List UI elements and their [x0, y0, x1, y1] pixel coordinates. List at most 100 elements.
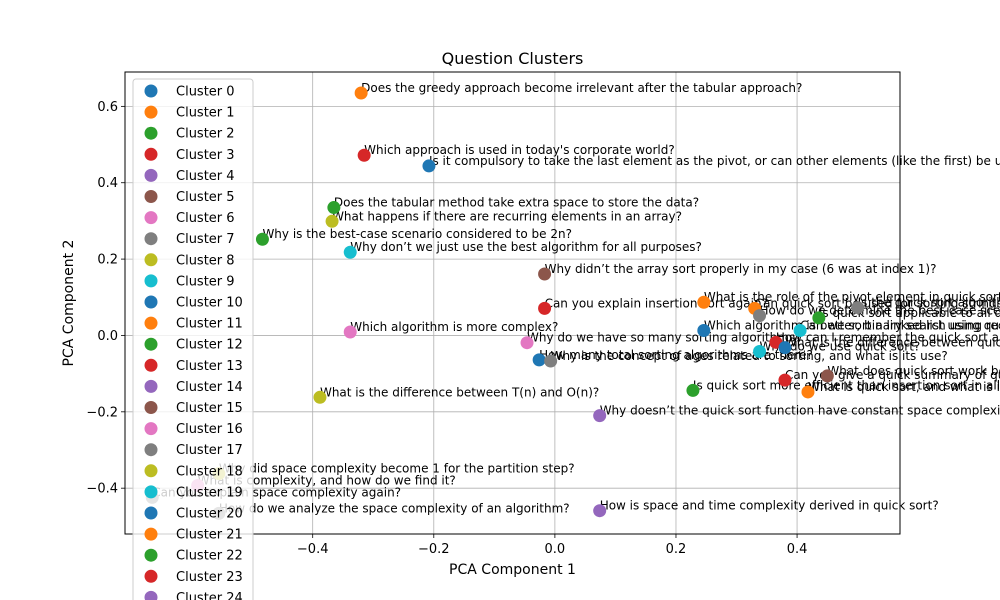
data-point — [357, 148, 371, 162]
data-point — [753, 309, 767, 323]
point-annotation: Can you explain insertion sort again? — [545, 296, 768, 310]
data-point — [354, 86, 368, 100]
point-annotation: Is quick sort applicable to all data? — [819, 306, 1000, 320]
legend-label: Cluster 10 — [176, 296, 243, 311]
legend-marker — [144, 105, 158, 119]
legend-box — [132, 78, 254, 600]
data-point — [532, 353, 546, 367]
data-point — [255, 232, 269, 246]
legend-label: Cluster 17 — [176, 443, 243, 458]
point-annotation: Is the quick sort algorithm stable? — [858, 296, 1000, 310]
point-annotation: How many total sorting algorithms are th… — [539, 348, 813, 362]
point-annotation: Is quick sort more efficient than insert… — [693, 378, 1000, 392]
point-annotation: How is space and time complexity derived… — [600, 499, 939, 513]
point-annotation: What does quick sort work best with? — [827, 364, 1000, 378]
legend-label: Cluster 6 — [176, 211, 235, 226]
point-annotation: What is the difference between T(n) and … — [320, 385, 599, 399]
point-annotation: Why is the concept of ages related to so… — [551, 349, 948, 363]
legend-label: Cluster 19 — [176, 485, 243, 500]
legend-marker — [144, 443, 158, 457]
point-annotation: Does the tabular method take extra space… — [334, 196, 699, 210]
legend-label: Cluster 9 — [176, 274, 235, 289]
legend-marker — [144, 401, 158, 414]
data-point — [793, 323, 807, 337]
plot-frame — [124, 71, 901, 535]
x-tick-label: −0.2 — [418, 542, 450, 557]
legend-marker — [144, 422, 158, 436]
point-annotation: Which algorithm is better, binary search… — [704, 318, 1000, 332]
point-annotation: Why didn’t the array sort properly in my… — [545, 262, 937, 276]
legend-label: Cluster 7 — [176, 232, 235, 247]
legend-marker — [144, 527, 158, 541]
legend-marker — [144, 337, 158, 351]
data-point — [820, 369, 834, 383]
legend-marker — [144, 548, 158, 562]
point-annotation: Can you give a quick summary of quick so… — [785, 368, 1000, 382]
data-point — [327, 201, 341, 215]
point-annotation: What is the difference between quick sor… — [785, 336, 1000, 350]
data-point — [520, 336, 534, 350]
legend-marker — [144, 316, 158, 330]
data-point — [343, 245, 357, 259]
y-tick-label: −0.4 — [86, 482, 118, 497]
point-annotation: Can quick sort be used for sorting strin… — [755, 296, 1000, 310]
point-annotation: Does the greedy approach become irreleva… — [361, 81, 802, 95]
chart-title: Question Clusters — [442, 49, 584, 68]
legend-label: Cluster 5 — [176, 190, 235, 205]
x-tick-label: 0.2 — [666, 542, 687, 557]
legend-label: Cluster 3 — [176, 148, 235, 163]
point-annotation: Is it compulsory to take the last elemen… — [429, 154, 1000, 168]
legend-label: Cluster 11 — [176, 317, 243, 332]
annotations: Does the greedy approach become irreleva… — [152, 81, 1000, 515]
legend-label: Cluster 4 — [176, 169, 235, 184]
legend-marker — [144, 168, 158, 182]
data-point — [812, 311, 826, 325]
legend-label: Cluster 2 — [176, 127, 235, 142]
legend-label: Cluster 16 — [176, 422, 243, 437]
point-annotation: Why is the best-case scenario considered… — [262, 227, 572, 241]
point-annotation: How do we analyze the space complexity o… — [219, 501, 570, 515]
point-annotation: Why do we have so many sorting algorithm… — [527, 331, 802, 345]
legend-marker — [144, 464, 158, 478]
data-point — [851, 301, 865, 315]
legend-marker — [144, 379, 158, 393]
legend-marker — [144, 190, 158, 203]
data-point — [422, 159, 436, 173]
point-annotation: What is complexity, and how do we find i… — [198, 474, 456, 488]
legend-marker — [144, 506, 158, 520]
data-point — [538, 301, 552, 315]
data-point — [778, 341, 792, 355]
grid — [125, 72, 900, 534]
y-axis-ticks: −0.4 −0.2 0.0 0.2 0.4 0.6 — [86, 100, 125, 497]
legend-label: Cluster 18 — [176, 464, 243, 479]
legend-label: Cluster 23 — [176, 570, 243, 585]
legend-marker — [144, 358, 158, 372]
point-annotation: What happens if there are recurring elem… — [332, 209, 682, 223]
legend-label: Cluster 21 — [176, 528, 243, 543]
point-annotation: Why don’t we just use the best algorithm… — [350, 240, 702, 254]
legend-label: Cluster 15 — [176, 401, 243, 416]
y-tick-label: 0.6 — [97, 100, 118, 115]
y-axis-label: PCA Component 2 — [61, 240, 77, 367]
legend-marker — [144, 126, 158, 140]
legend: Cluster 0 Cluster 1 Cluster 2 Cluster 3 Clus… — [132, 78, 254, 600]
legend-marker — [144, 232, 158, 246]
legend-label: Cluster 14 — [176, 380, 243, 395]
data-point — [778, 373, 792, 387]
point-annotation: What is quick sort, and what is its comp… — [808, 380, 1000, 394]
data-point — [753, 344, 767, 358]
point-annotation: Which algorithm is more complex? — [350, 320, 558, 334]
data-point — [538, 267, 552, 281]
x-tick-label: −0.4 — [297, 542, 329, 557]
data-point — [593, 504, 607, 518]
point-annotation: Why doesn’t the quick sort function have… — [600, 404, 1000, 418]
legend-marker — [144, 253, 158, 267]
legend-marker — [144, 274, 158, 288]
y-tick-label: 0.0 — [97, 329, 118, 344]
data-point — [686, 383, 700, 397]
point-annotation: How can I remember the quick sort algori… — [776, 330, 1000, 344]
legend-label: Cluster 0 — [176, 85, 235, 100]
x-axis-ticks: −0.4 −0.2 0.0 0.2 0.4 — [297, 534, 807, 557]
legend-marker — [144, 590, 158, 600]
